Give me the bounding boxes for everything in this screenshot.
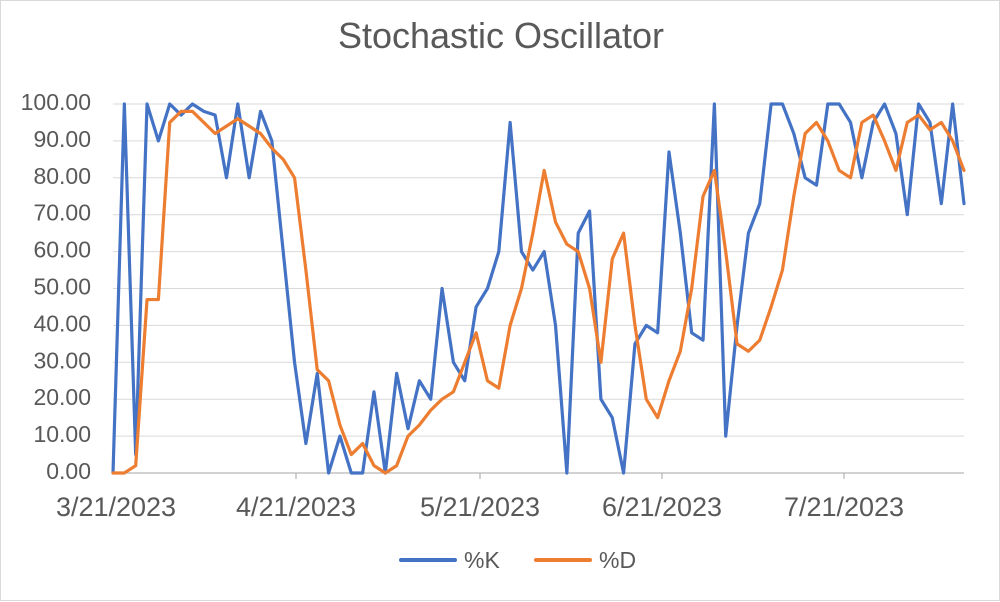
svg-text:60.00: 60.00: [33, 237, 91, 263]
svg-text:40.00: 40.00: [33, 310, 91, 336]
svg-text:20.00: 20.00: [33, 384, 91, 410]
svg-text:4/21/2023: 4/21/2023: [236, 492, 356, 522]
svg-text:0.00: 0.00: [46, 458, 91, 484]
svg-text:%D: %D: [599, 547, 636, 573]
svg-text:70.00: 70.00: [33, 200, 91, 226]
svg-text:%K: %K: [464, 547, 500, 573]
svg-text:90.00: 90.00: [33, 126, 91, 152]
svg-text:3/21/2023: 3/21/2023: [56, 492, 176, 522]
svg-text:7/21/2023: 7/21/2023: [784, 492, 904, 522]
svg-text:30.00: 30.00: [33, 347, 91, 373]
svg-text:6/21/2023: 6/21/2023: [602, 492, 722, 522]
svg-text:80.00: 80.00: [33, 163, 91, 189]
svg-text:100.00: 100.00: [21, 89, 91, 115]
svg-text:10.00: 10.00: [33, 421, 91, 447]
svg-text:5/21/2023: 5/21/2023: [420, 492, 540, 522]
svg-text:50.00: 50.00: [33, 274, 91, 300]
